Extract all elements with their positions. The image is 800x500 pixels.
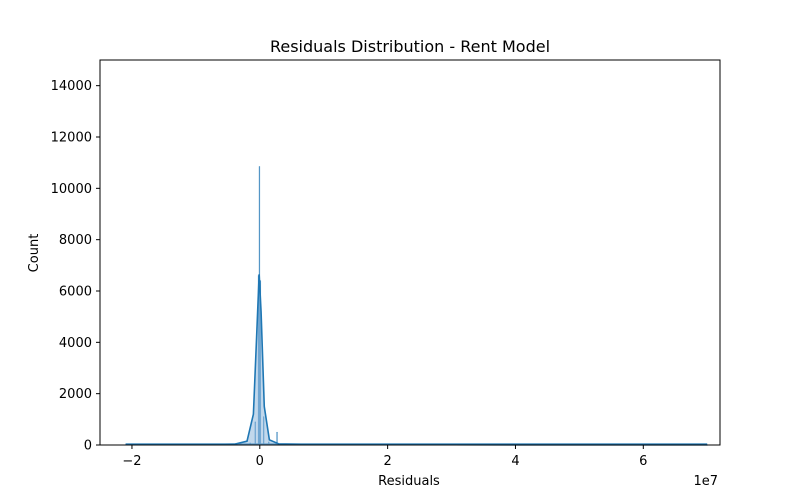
x-tick-label: 4	[511, 454, 519, 469]
y-axis-label: Count	[27, 234, 42, 273]
chart-title: Residuals Distribution - Rent Model	[270, 37, 550, 56]
y-tick-label: 0	[84, 439, 92, 454]
y-tick-label: 12000	[51, 131, 92, 146]
x-tick-label: 0	[256, 454, 264, 469]
y-tick-label: 14000	[51, 79, 92, 94]
y-tick-label: 2000	[59, 387, 92, 402]
y-tick-label: 10000	[51, 182, 92, 197]
x-axis-offset-label: 1e7	[693, 474, 718, 489]
plot-frame	[99, 59, 721, 446]
x-tick-label: 6	[639, 454, 647, 469]
y-axis-ticks: 0 2000 4000 6000 8000 10000 12000 14000	[51, 79, 100, 454]
y-tick-label: 4000	[59, 336, 92, 351]
y-tick-label: 6000	[59, 285, 92, 300]
x-axis-ticks: −2 0 2 4 6	[122, 445, 647, 469]
x-axis-label: Residuals	[378, 474, 440, 489]
x-tick-label: 2	[383, 454, 391, 469]
y-tick-label: 8000	[59, 233, 92, 248]
x-tick-label: −2	[122, 454, 141, 469]
